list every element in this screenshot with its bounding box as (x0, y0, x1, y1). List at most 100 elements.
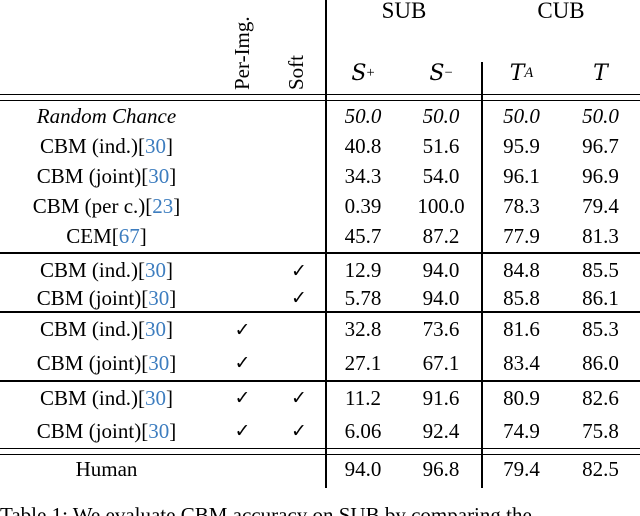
per-img-check (213, 131, 272, 161)
bracket: ] (169, 285, 177, 310)
group-header-cub: CUB (537, 0, 585, 23)
rule-block1 (0, 252, 640, 254)
value-s-minus: 54.0 (422, 163, 460, 188)
value-s-minus: 94.0 (422, 258, 460, 282)
value-ta: 77.9 (503, 224, 540, 248)
table-row: CBM (ind.) [30] ✓ 32.8 73.6 81.6 85.3 (0, 313, 640, 346)
soft-check: ✓ (291, 259, 307, 282)
value-s-minus: 92.4 (422, 418, 460, 443)
value-s-plus: 11.2 (345, 385, 381, 410)
value-s-minus: 96.8 (422, 456, 460, 481)
value-t: 85.5 (582, 258, 619, 282)
double-rule-header (0, 94, 640, 101)
bracket: [ (138, 258, 145, 282)
row-label: CBM (joint) (36, 285, 142, 310)
value-s-minus: 100.0 (417, 193, 465, 218)
value-ta: 81.6 (503, 317, 540, 341)
value-ta: 74.9 (503, 418, 540, 443)
bracket: [ (141, 163, 149, 188)
soft-check (272, 221, 326, 252)
citation-link[interactable]: 30 (148, 418, 170, 443)
row-label-cell: CBM (joint) [30] (0, 161, 213, 191)
row-label: CBM (ind.) (39, 317, 138, 341)
row-label-cell: CBM (ind.) [30] (0, 313, 213, 346)
script-t-symbol: T (593, 60, 608, 86)
bracket: ] (166, 385, 173, 410)
value-s-plus: 6.06 (344, 418, 382, 443)
per-img-check (213, 285, 272, 311)
bracket: ] (166, 258, 173, 282)
value-t: 81.3 (582, 224, 619, 248)
table-row: CBM (ind.) [30] ✓ ✓ 11.2 91.6 80.9 82.6 (0, 382, 640, 414)
bracket: [ (138, 385, 145, 410)
row-label-cell: CEM [67] (0, 221, 213, 252)
value-ta: 85.8 (503, 285, 540, 310)
bracket: ] (169, 163, 177, 188)
per-img-check (213, 191, 272, 221)
value-s-plus: 45.7 (344, 224, 382, 248)
row-label-cell: CBM (ind.) [30] (0, 256, 213, 285)
value-ta: 96.1 (503, 163, 540, 188)
value-t: 50.0 (582, 103, 619, 128)
soft-check: ✓ (291, 420, 307, 442)
bracket: [ (145, 193, 153, 218)
row-label-cell: Random Chance (0, 101, 213, 131)
column-header-soft: Soft (284, 54, 308, 90)
per-img-check (213, 256, 272, 285)
column-header-per-img: Per-Img. (230, 16, 254, 90)
value-s-minus: 73.6 (422, 317, 460, 341)
table-row: CBM (ind.) [30] ✓ 12.9 94.0 84.8 85.5 (0, 256, 640, 285)
soft-check: ✓ (291, 387, 307, 409)
soft-check (272, 313, 326, 346)
double-rule-bottom (0, 448, 640, 455)
value-s-plus: 12.9 (344, 258, 382, 282)
value-t: 96.7 (582, 133, 619, 158)
value-t: 86.1 (582, 285, 619, 310)
citation-link[interactable]: 30 (148, 350, 170, 375)
value-ta: 78.3 (503, 193, 540, 218)
per-img-check: ✓ (234, 352, 251, 374)
value-s-plus: 27.1 (344, 350, 382, 375)
value-s-plus: 94.0 (344, 456, 382, 481)
value-s-minus: 91.6 (422, 385, 460, 410)
value-t: 79.4 (582, 193, 619, 218)
value-s-plus: 50.0 (344, 103, 382, 128)
citation-link[interactable]: 67 (118, 224, 140, 248)
vertical-rule-left (325, 0, 327, 488)
bracket: [ (141, 350, 149, 375)
citation-link[interactable]: 23 (152, 193, 174, 218)
table-row: Random Chance 50.0 50.0 50.0 50.0 (0, 101, 640, 131)
row-label: CBM (joint) (36, 163, 142, 188)
script-t-symbol: T (509, 60, 525, 86)
vertical-rule-mid (481, 62, 483, 488)
soft-check (272, 101, 326, 131)
citation-link[interactable]: 30 (145, 133, 166, 158)
citation-link[interactable]: 30 (145, 258, 166, 282)
value-ta: 50.0 (503, 103, 540, 128)
value-s-plus: 40.8 (344, 133, 382, 158)
row-label: Random Chance (36, 103, 177, 128)
per-img-check (213, 455, 272, 483)
citation-link[interactable]: 30 (145, 385, 166, 410)
citation-link[interactable]: 30 (148, 163, 170, 188)
col-header-s-plus: S + (351, 60, 375, 86)
row-label-cell: CBM (joint) [30] (0, 285, 213, 311)
value-s-minus: 67.1 (422, 350, 460, 375)
row-label: CEM (66, 224, 112, 248)
citation-link[interactable]: 30 (148, 285, 170, 310)
citation-link[interactable]: 30 (145, 317, 166, 341)
col-header-t: T (561, 58, 640, 88)
value-s-plus: 0.39 (344, 193, 382, 218)
value-ta: 80.9 (503, 385, 540, 410)
table-row: CBM (joint) [30] ✓ 5.78 94.0 85.8 86.1 (0, 285, 640, 311)
row-label-cell: CBM (per c.) [23] (0, 191, 213, 221)
per-img-check: ✓ (234, 420, 251, 442)
table-row: CBM (joint) [30] ✓ ✓ 6.06 92.4 74.9 75.8 (0, 414, 640, 448)
row-label: CBM (joint) (36, 418, 142, 443)
value-ta: 79.4 (503, 456, 540, 481)
row-label: CBM (ind.) (39, 258, 138, 282)
value-t: 96.9 (582, 163, 619, 188)
row-label-cell: CBM (ind.) [30] (0, 131, 213, 161)
bracket: [ (138, 133, 145, 158)
